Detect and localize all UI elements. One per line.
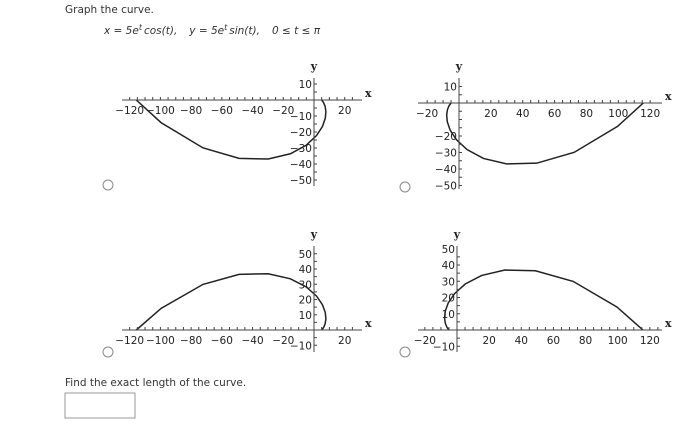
radio-option[interactable] xyxy=(399,181,411,193)
curve-graph-4 xyxy=(443,268,645,332)
x-tick-label: 100 xyxy=(608,335,628,347)
x-tick-label: 20 xyxy=(338,335,351,347)
equation-part: x = 5e xyxy=(103,25,139,37)
radio-option[interactable] xyxy=(399,346,411,358)
x-tick-label: −20 xyxy=(416,108,438,120)
y-tick-label: 30 xyxy=(442,276,455,288)
y-tick-label: −50 xyxy=(290,175,312,187)
x-tick-label: 120 xyxy=(640,335,660,347)
y-tick-label: 40 xyxy=(299,264,312,276)
x-tick-label: −100 xyxy=(146,335,175,347)
x-tick-label: −20 xyxy=(414,335,436,347)
prompt: Graph the curve. xyxy=(65,4,154,16)
x-tick-label: −120 xyxy=(115,105,144,117)
x-tick-label: −80 xyxy=(180,105,202,117)
y-axis-label: y xyxy=(455,60,463,73)
y-tick-label: −10 xyxy=(290,340,312,352)
y-tick-label: 30 xyxy=(299,279,312,291)
y-axis-label: y xyxy=(310,60,318,73)
y-tick-label: −10 xyxy=(433,341,455,353)
y-tick-label: 20 xyxy=(299,295,312,307)
x-axis-label: x xyxy=(665,317,672,330)
y-tick-label: 10 xyxy=(299,310,312,322)
equation-part: t xyxy=(139,23,143,32)
x-axis-label: x xyxy=(665,90,672,103)
x-tick-label: 20 xyxy=(338,105,351,117)
x-tick-label: 80 xyxy=(580,108,593,120)
x-tick-label: 100 xyxy=(608,108,628,120)
x-tick-label: 120 xyxy=(640,108,660,120)
y-tick-label: −30 xyxy=(435,148,457,160)
y-tick-label: −50 xyxy=(435,181,457,193)
y-tick-label: −10 xyxy=(290,111,312,123)
x-tick-label: 20 xyxy=(482,335,495,347)
equation-part: sin(t), xyxy=(229,25,260,37)
x-tick-label: 60 xyxy=(547,335,560,347)
x-tick-label: −60 xyxy=(211,105,233,117)
answer-input[interactable] xyxy=(64,392,136,419)
y-tick-label: 50 xyxy=(299,249,312,261)
equation: x = 5et cos(t), y = 5et sin(t), 0 ≤ t ≤ π xyxy=(103,23,321,37)
y-tick-label: 20 xyxy=(442,293,455,305)
x-tick-label: 20 xyxy=(484,108,497,120)
equation-part: cos(t), xyxy=(144,25,177,37)
equation-part: t xyxy=(224,23,228,32)
x-axis-label: x xyxy=(365,87,372,100)
x-axis-label: x xyxy=(365,317,372,330)
x-tick-label: −120 xyxy=(115,335,144,347)
y-axis-label: y xyxy=(310,228,318,241)
x-tick-label: −80 xyxy=(180,335,202,347)
y-tick-label: 40 xyxy=(442,260,455,272)
y-tick-label: −40 xyxy=(435,164,457,176)
y-tick-label: 10 xyxy=(299,79,312,91)
x-tick-label: 40 xyxy=(515,335,528,347)
x-tick-label: −40 xyxy=(241,105,263,117)
question: Find the exact length of the curve. xyxy=(65,377,246,389)
x-tick-label: −20 xyxy=(272,105,294,117)
y-tick-label: 50 xyxy=(442,244,455,256)
x-tick-label: −60 xyxy=(211,335,233,347)
equation-part: 0 ≤ t ≤ π xyxy=(272,25,321,37)
radio-option[interactable] xyxy=(102,179,114,191)
equation-part: y = 5e xyxy=(188,25,224,37)
x-tick-label: 60 xyxy=(548,108,561,120)
x-tick-label: −20 xyxy=(272,335,294,347)
x-tick-label: 80 xyxy=(579,335,592,347)
x-tick-label: −40 xyxy=(241,335,263,347)
x-tick-label: 40 xyxy=(516,108,529,120)
curve-graph-3 xyxy=(135,272,328,332)
y-axis-label: y xyxy=(453,228,461,241)
y-tick-label: −30 xyxy=(290,143,312,155)
y-tick-label: −40 xyxy=(290,159,312,171)
y-tick-label: 10 xyxy=(442,309,455,321)
y-tick-label: 10 xyxy=(444,82,457,94)
y-tick-label: −20 xyxy=(435,131,457,143)
x-tick-label: −100 xyxy=(146,105,175,117)
radio-option[interactable] xyxy=(102,346,114,358)
y-tick-label: −20 xyxy=(290,127,312,139)
